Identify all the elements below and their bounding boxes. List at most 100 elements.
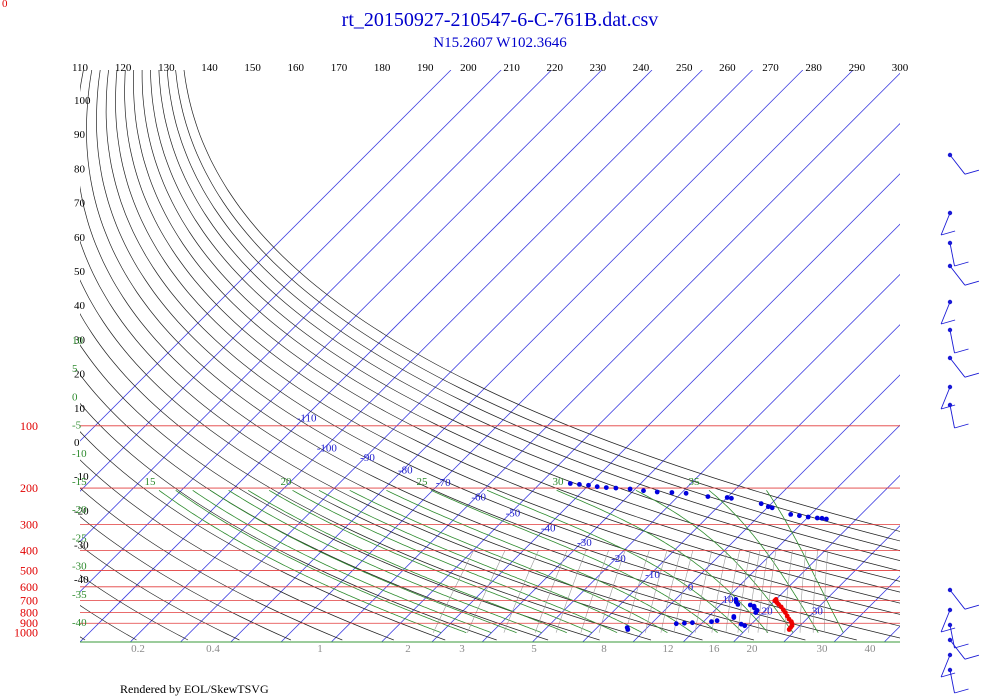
- left-axis-tick-label: 100: [74, 95, 91, 107]
- isotherm-tick-label: -80: [398, 464, 413, 476]
- dewpoint-point: [735, 602, 741, 607]
- mixing-ratio-line: [555, 550, 587, 633]
- dewpoint-point: [747, 602, 753, 608]
- theta-tick-label: 130: [158, 62, 175, 74]
- dewpoint-point: [654, 489, 660, 495]
- isotherm-line: [80, 70, 502, 492]
- dry-adiabat-line: [124, 70, 900, 604]
- isotherm-tick-label: -70: [436, 477, 451, 489]
- isotherm-line: [733, 474, 900, 642]
- dewpoint-point: [797, 513, 802, 519]
- dewpoint-point: [819, 515, 825, 521]
- theta-tick-label: 210: [503, 62, 520, 74]
- footer-credit: Rendered by EOL/SkewTSVG: [120, 682, 269, 696]
- left-axis-tick-label: 50: [74, 266, 86, 278]
- theta-tick-label: 200: [460, 62, 477, 74]
- mixing-ratio-line: [812, 550, 818, 633]
- left-green-tick-label: -30: [72, 561, 87, 573]
- dewpoint-point: [805, 514, 811, 520]
- isotherm-line: [481, 223, 900, 642]
- wind-barb: [947, 402, 969, 429]
- dry-adiabat-line: [158, 70, 900, 562]
- left-axis-tick-label: 40: [74, 300, 86, 312]
- isotherm-tick-label: -110: [297, 412, 317, 424]
- pressure-tick-label: 300: [20, 518, 38, 532]
- dewpoint-point: [709, 619, 714, 625]
- pressure-tick-label: 900: [20, 616, 38, 630]
- moist-adiabat-line: [431, 489, 718, 633]
- isotherm-line: [682, 424, 900, 642]
- pressure-tick-label: 1000: [14, 626, 38, 640]
- theta-tick-label: 160: [288, 62, 305, 74]
- wind-barb: [947, 240, 969, 267]
- moist-adiabat-line: [228, 489, 542, 634]
- dewpoint-point: [824, 516, 829, 522]
- pressure-tick-label: 700: [20, 594, 38, 608]
- isotherm-line: [280, 70, 854, 642]
- mixing-ratio-tick-label: 20: [747, 643, 759, 655]
- isotherm-line: [331, 72, 900, 642]
- dewpoint-point: [613, 485, 619, 491]
- mixing-ratio-group: [432, 550, 829, 633]
- dewpoint-point: [729, 495, 734, 501]
- isotherm-tick-label: -60: [471, 492, 486, 504]
- isotherm-tick-label: -90: [360, 452, 375, 464]
- isotherm-line: [883, 625, 900, 642]
- wind-barb: [940, 299, 956, 325]
- corner-label: 0: [2, 0, 8, 10]
- mixing-ratio-tick-label: 5: [531, 643, 537, 655]
- isotherm-tick-label: -40: [541, 523, 556, 535]
- mixing-ratio-tick-label: 12: [663, 643, 674, 655]
- left-axis-tick-label: -20: [74, 505, 89, 517]
- isotherm-tick-label: 0: [688, 581, 694, 593]
- dewpoint-point: [788, 512, 794, 517]
- dewpoint-point: [641, 488, 646, 494]
- mixing-ratio-tick-label: 0.2: [131, 643, 145, 655]
- mixing-ratio-tick-label: 1: [317, 643, 323, 655]
- left-axis-tick-label: 20: [74, 369, 86, 381]
- sounding-data-group: [567, 481, 829, 632]
- wind-barb: [940, 652, 956, 678]
- dewpoint-point: [814, 515, 820, 521]
- chart-subtitle: N15.2607 W102.3646: [433, 35, 567, 51]
- theta-tick-label: 110: [72, 62, 89, 74]
- theta-tick-label: 300: [892, 62, 909, 74]
- dewpoint-point: [586, 482, 591, 488]
- dry-adiabat-line: [166, 70, 900, 552]
- isotherm-line: [381, 123, 900, 642]
- dry-adiabat-line: [80, 636, 86, 641]
- wind-barb: [947, 587, 980, 610]
- left-axis-tick-label: 60: [74, 232, 86, 244]
- theta-tick-label: 230: [590, 62, 607, 74]
- wind-barb: [940, 210, 956, 236]
- mixing-ratio-tick-label: 3: [459, 643, 465, 655]
- theta-tick-label: 280: [805, 62, 822, 74]
- dewpoint-point: [594, 484, 600, 490]
- isotherm-line: [582, 324, 900, 642]
- dry-adiabat-line: [80, 487, 343, 641]
- isotherm-line: [632, 374, 900, 642]
- left-green-tick-label: -10: [72, 448, 87, 460]
- dewpoint-point: [705, 494, 711, 499]
- dewpoint-point: [753, 610, 759, 615]
- dry-adiabat-line: [80, 240, 754, 641]
- temperature-point: [786, 627, 792, 632]
- isotherm-tick-label: -20: [611, 553, 626, 565]
- dry-adiabat-line: [175, 70, 900, 542]
- pressure-tick-label: 400: [20, 543, 38, 557]
- isotherm-tick-label: 30: [812, 605, 824, 617]
- theta-tick-label: 140: [201, 62, 218, 74]
- theta-tick-label: 250: [676, 62, 693, 74]
- dry-adiabat-line: [80, 516, 292, 641]
- dry-adiabat-line: [115, 70, 900, 615]
- pressure-tick-label: 800: [20, 606, 38, 620]
- mixing-ratio-tick-label: 8: [601, 643, 607, 655]
- dewpoint-point: [627, 486, 633, 492]
- wind-barb: [947, 667, 969, 694]
- dry-adiabat-line: [80, 402, 497, 641]
- wind-barb: [940, 607, 956, 633]
- wind-barbs-group: [940, 152, 980, 694]
- mixing-ratio-line: [694, 550, 713, 633]
- left-axis-tick-label: 0: [74, 437, 80, 449]
